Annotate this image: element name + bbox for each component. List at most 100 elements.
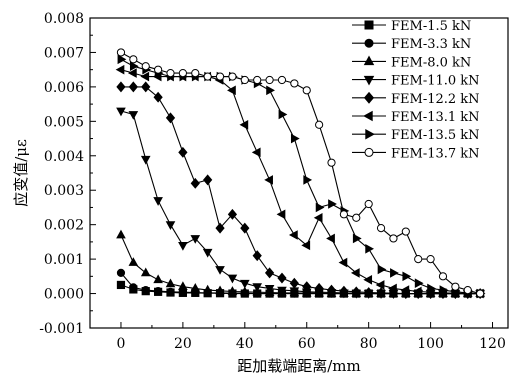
legend-label: FEM-8.0 kN: [391, 55, 471, 70]
y-tick-label: 0.004: [44, 149, 84, 165]
y-tick-label: 0.007: [44, 45, 84, 61]
y-tick-label: 0.000: [44, 287, 84, 303]
data-point: [427, 283, 436, 294]
data-point: [352, 213, 361, 222]
legend-marker: [365, 128, 375, 140]
x-axis-title: 距加载端距离/mm: [237, 357, 361, 375]
legend-marker: [363, 55, 375, 66]
x-tick-label: 120: [479, 336, 506, 352]
data-point: [129, 61, 139, 72]
series-8: [116, 48, 485, 298]
data-point: [127, 68, 137, 78]
data-point: [439, 285, 449, 295]
y-tick-label: 0.001: [44, 252, 84, 268]
data-point: [303, 175, 313, 185]
data-point: [178, 241, 188, 251]
data-point: [451, 282, 460, 291]
y-axis-title: 应变值/με: [12, 139, 30, 207]
x-tick-label: 60: [298, 336, 316, 352]
data-point: [414, 255, 423, 264]
data-point: [476, 289, 485, 298]
data-point: [128, 257, 139, 266]
data-point: [351, 286, 361, 298]
data-point: [165, 221, 176, 231]
data-point: [166, 287, 175, 296]
legend-entry: FEM-13.7 kN: [352, 146, 480, 161]
data-point: [326, 284, 337, 296]
legend-label: FEM-13.1 kN: [391, 110, 480, 125]
x-tick-label: 100: [417, 336, 444, 352]
plot-area: [115, 48, 486, 300]
legend-entry: FEM-13.5 kN: [352, 128, 480, 143]
data-point: [116, 268, 126, 277]
data-point: [264, 267, 275, 279]
axes: 0 20 40 60 80 100 120 -0.001 0.000 0.001 0.002 0.00…: [12, 11, 509, 375]
y-tick-label: 0.006: [44, 80, 84, 96]
legend-label: FEM-1.5 kN: [391, 19, 471, 34]
data-point: [339, 285, 349, 297]
data-point: [264, 175, 273, 185]
data-point: [426, 255, 435, 264]
data-point: [140, 71, 150, 82]
data-point: [313, 212, 323, 223]
data-point: [302, 86, 311, 95]
data-point: [377, 264, 387, 275]
data-point: [203, 72, 212, 81]
data-point: [314, 282, 324, 294]
data-point: [178, 146, 188, 158]
data-point: [414, 278, 424, 289]
data-point: [227, 85, 236, 96]
data-point: [215, 285, 225, 295]
data-point: [376, 287, 386, 299]
x-tick-label: 20: [174, 336, 192, 352]
data-point: [190, 177, 200, 189]
data-point: [290, 133, 300, 144]
legend-label: FEM-11.0 kN: [391, 74, 480, 89]
data-point: [227, 208, 238, 220]
data-point: [141, 81, 151, 93]
legend-entry: FEM-11.0 kN: [352, 74, 480, 89]
legend-marker: [363, 110, 373, 122]
data-point: [338, 257, 348, 268]
data-point: [128, 81, 138, 93]
data-point: [352, 233, 362, 244]
data-point: [339, 210, 348, 219]
data-point: [327, 158, 336, 167]
data-point: [129, 55, 138, 64]
x-tick-label: 0: [117, 336, 126, 352]
data-point: [141, 62, 150, 71]
data-point: [116, 48, 126, 57]
legend-marker: [364, 38, 374, 48]
data-point: [203, 174, 213, 186]
data-point: [289, 277, 299, 289]
legend-entry: FEM-3.3 kN: [352, 37, 471, 52]
data-point: [277, 286, 287, 296]
data-point: [302, 281, 312, 293]
data-point: [116, 280, 126, 290]
data-point: [364, 199, 373, 209]
legend-entry: FEM-12.2 kN: [352, 92, 480, 107]
data-point: [153, 91, 163, 103]
data-point: [402, 271, 412, 282]
legend-entry: FEM-8.0 kN: [352, 55, 471, 70]
data-point: [202, 284, 213, 294]
data-point: [202, 248, 213, 258]
data-point: [328, 199, 337, 209]
data-point: [252, 283, 263, 293]
legend-entry: FEM-13.1 kN: [352, 110, 480, 125]
data-point: [463, 286, 472, 295]
data-point: [129, 283, 138, 292]
data-point: [116, 229, 126, 239]
data-point: [276, 209, 286, 220]
data-point: [388, 283, 397, 294]
data-point: [154, 287, 163, 296]
data-point: [240, 286, 250, 296]
legend-label: FEM-13.5 kN: [391, 128, 480, 143]
legend-label: FEM-12.2 kN: [391, 92, 480, 107]
data-point: [301, 240, 311, 251]
data-point: [265, 75, 274, 85]
data-point: [278, 109, 288, 120]
legend: FEM-1.5 kN FEM-3.3 kN FEM-8.0 kN FEM-11.0 k…: [352, 19, 480, 161]
data-point: [227, 286, 238, 295]
